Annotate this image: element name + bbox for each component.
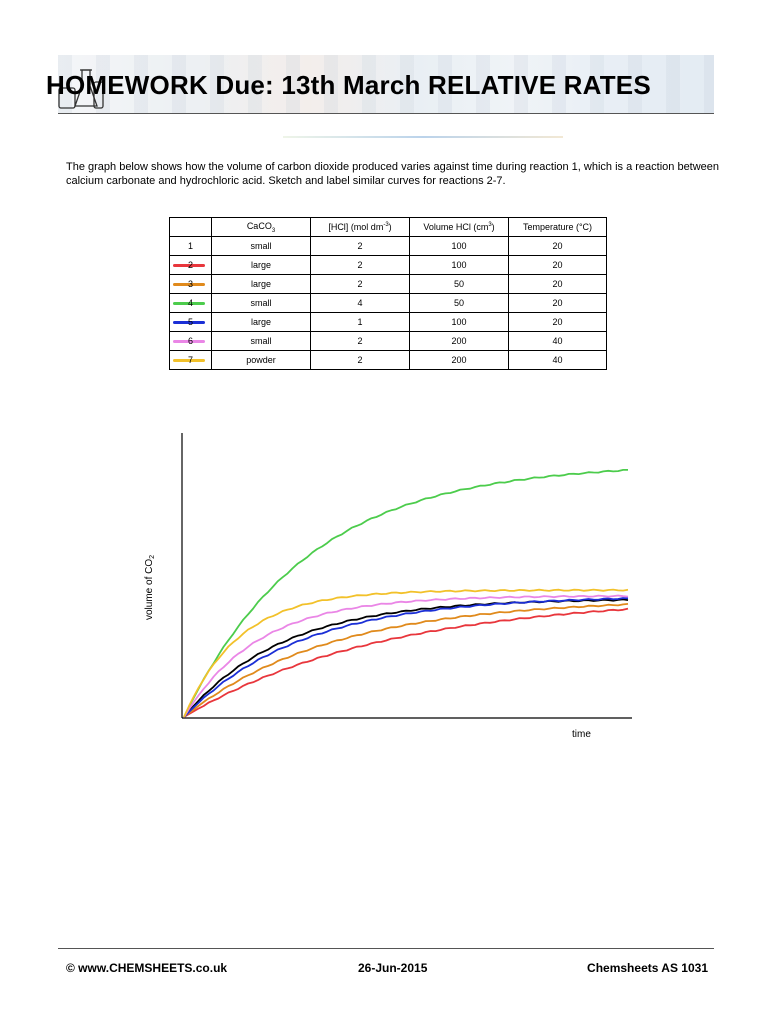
header-banner bbox=[58, 55, 714, 113]
volume-cell: 200 bbox=[409, 331, 509, 351]
footer-website-link[interactable]: © www.CHEMSHEETS.co.uk bbox=[66, 961, 228, 975]
volume-cell: 50 bbox=[409, 293, 509, 313]
volume-cell: 100 bbox=[409, 312, 509, 332]
temperature-cell: 20 bbox=[508, 293, 607, 313]
temperature-cell: 20 bbox=[508, 274, 607, 294]
header-cell-volume: Volume HCl (cm3) bbox=[409, 217, 509, 237]
table-row: 2 large 2 100 20 bbox=[169, 255, 607, 275]
temperature-cell: 20 bbox=[508, 255, 607, 275]
lab-flask-logo-icon bbox=[58, 69, 104, 109]
volume-cell: 50 bbox=[409, 274, 509, 294]
hcl-cell: 4 bbox=[310, 293, 410, 313]
reaction-number-cell: 7 bbox=[169, 350, 212, 370]
hcl-cell: 1 bbox=[310, 312, 410, 332]
reaction-number-cell: 4 bbox=[169, 293, 212, 313]
curve-color-swatch bbox=[173, 302, 205, 305]
footer-divider bbox=[58, 948, 714, 949]
table-row: 5 large 1 100 20 bbox=[169, 312, 607, 332]
hcl-cell: 2 bbox=[310, 331, 410, 351]
curve-color-swatch bbox=[173, 283, 205, 286]
curve-reaction-5 bbox=[183, 597, 629, 718]
reaction-number-cell: 5 bbox=[169, 312, 212, 332]
hcl-cell: 2 bbox=[310, 274, 410, 294]
reaction-number-cell: 6 bbox=[169, 331, 212, 351]
caco3-cell: large bbox=[211, 255, 311, 275]
volume-cell: 100 bbox=[409, 236, 509, 256]
curve-color-swatch bbox=[173, 321, 205, 324]
table-row: 4 small 4 50 20 bbox=[169, 293, 607, 313]
volume-cell: 100 bbox=[409, 255, 509, 275]
temperature-cell: 20 bbox=[508, 312, 607, 332]
page-title: HOMEWORK Due: 13th March RELATIVE RATES bbox=[46, 70, 651, 100]
curve-reaction-7 bbox=[183, 588, 629, 718]
reaction-number-cell: 1 bbox=[169, 236, 212, 256]
curve-reaction-4 bbox=[183, 469, 628, 718]
temperature-cell: 20 bbox=[508, 236, 607, 256]
footer-date: 26-Jun-2015 bbox=[358, 961, 428, 975]
curve-reaction-1 bbox=[183, 598, 629, 718]
table-row: 6 small 2 200 40 bbox=[169, 331, 607, 351]
decorative-rule bbox=[283, 136, 563, 138]
caco3-cell: powder bbox=[211, 350, 311, 370]
header-cell-hcl: [HCl] (mol dm-3) bbox=[310, 217, 410, 237]
intro-text: The graph below shows how the volume of … bbox=[66, 161, 720, 187]
table-row: 3 large 2 50 20 bbox=[169, 274, 607, 294]
caco3-cell: small bbox=[211, 331, 311, 351]
hcl-cell: 2 bbox=[310, 350, 410, 370]
x-axis-label: time bbox=[572, 729, 591, 740]
curve-color-swatch bbox=[173, 264, 205, 267]
header-divider bbox=[58, 113, 714, 114]
rate-graph: time volume of CO2 bbox=[144, 433, 632, 740]
footer-reference: Chemsheets AS 1031 bbox=[587, 961, 708, 975]
curve-reaction-2 bbox=[183, 607, 629, 718]
header-cell-caco3: CaCO3 bbox=[211, 217, 311, 237]
curve-reaction-3 bbox=[183, 603, 629, 718]
caco3-cell: large bbox=[211, 312, 311, 332]
header-cell-reaction bbox=[169, 217, 212, 237]
caco3-cell: small bbox=[211, 236, 311, 256]
curve-color-swatch bbox=[173, 359, 205, 362]
temperature-cell: 40 bbox=[508, 350, 607, 370]
reaction-number-cell: 2 bbox=[169, 255, 212, 275]
header-cell-temperature: Temperature (°C) bbox=[508, 217, 607, 237]
volume-cell: 200 bbox=[409, 350, 509, 370]
caco3-cell: small bbox=[211, 293, 311, 313]
curve-color-swatch bbox=[173, 340, 205, 343]
table-row: 1 small 2 100 20 bbox=[169, 236, 607, 256]
hcl-cell: 2 bbox=[310, 255, 410, 275]
y-axis-label: volume of CO2 bbox=[144, 555, 156, 620]
reaction-number-cell: 3 bbox=[169, 274, 212, 294]
table-header-row: CaCO3 [HCl] (mol dm-3) Volume HCl (cm3) … bbox=[169, 217, 607, 237]
reaction-conditions-table: CaCO3 [HCl] (mol dm-3) Volume HCl (cm3) … bbox=[169, 217, 607, 370]
temperature-cell: 40 bbox=[508, 331, 607, 351]
caco3-cell: large bbox=[211, 274, 311, 294]
curves-group bbox=[183, 469, 629, 718]
hcl-cell: 2 bbox=[310, 236, 410, 256]
curve-reaction-6 bbox=[183, 594, 629, 718]
table-row: 7 powder 2 200 40 bbox=[169, 350, 607, 370]
